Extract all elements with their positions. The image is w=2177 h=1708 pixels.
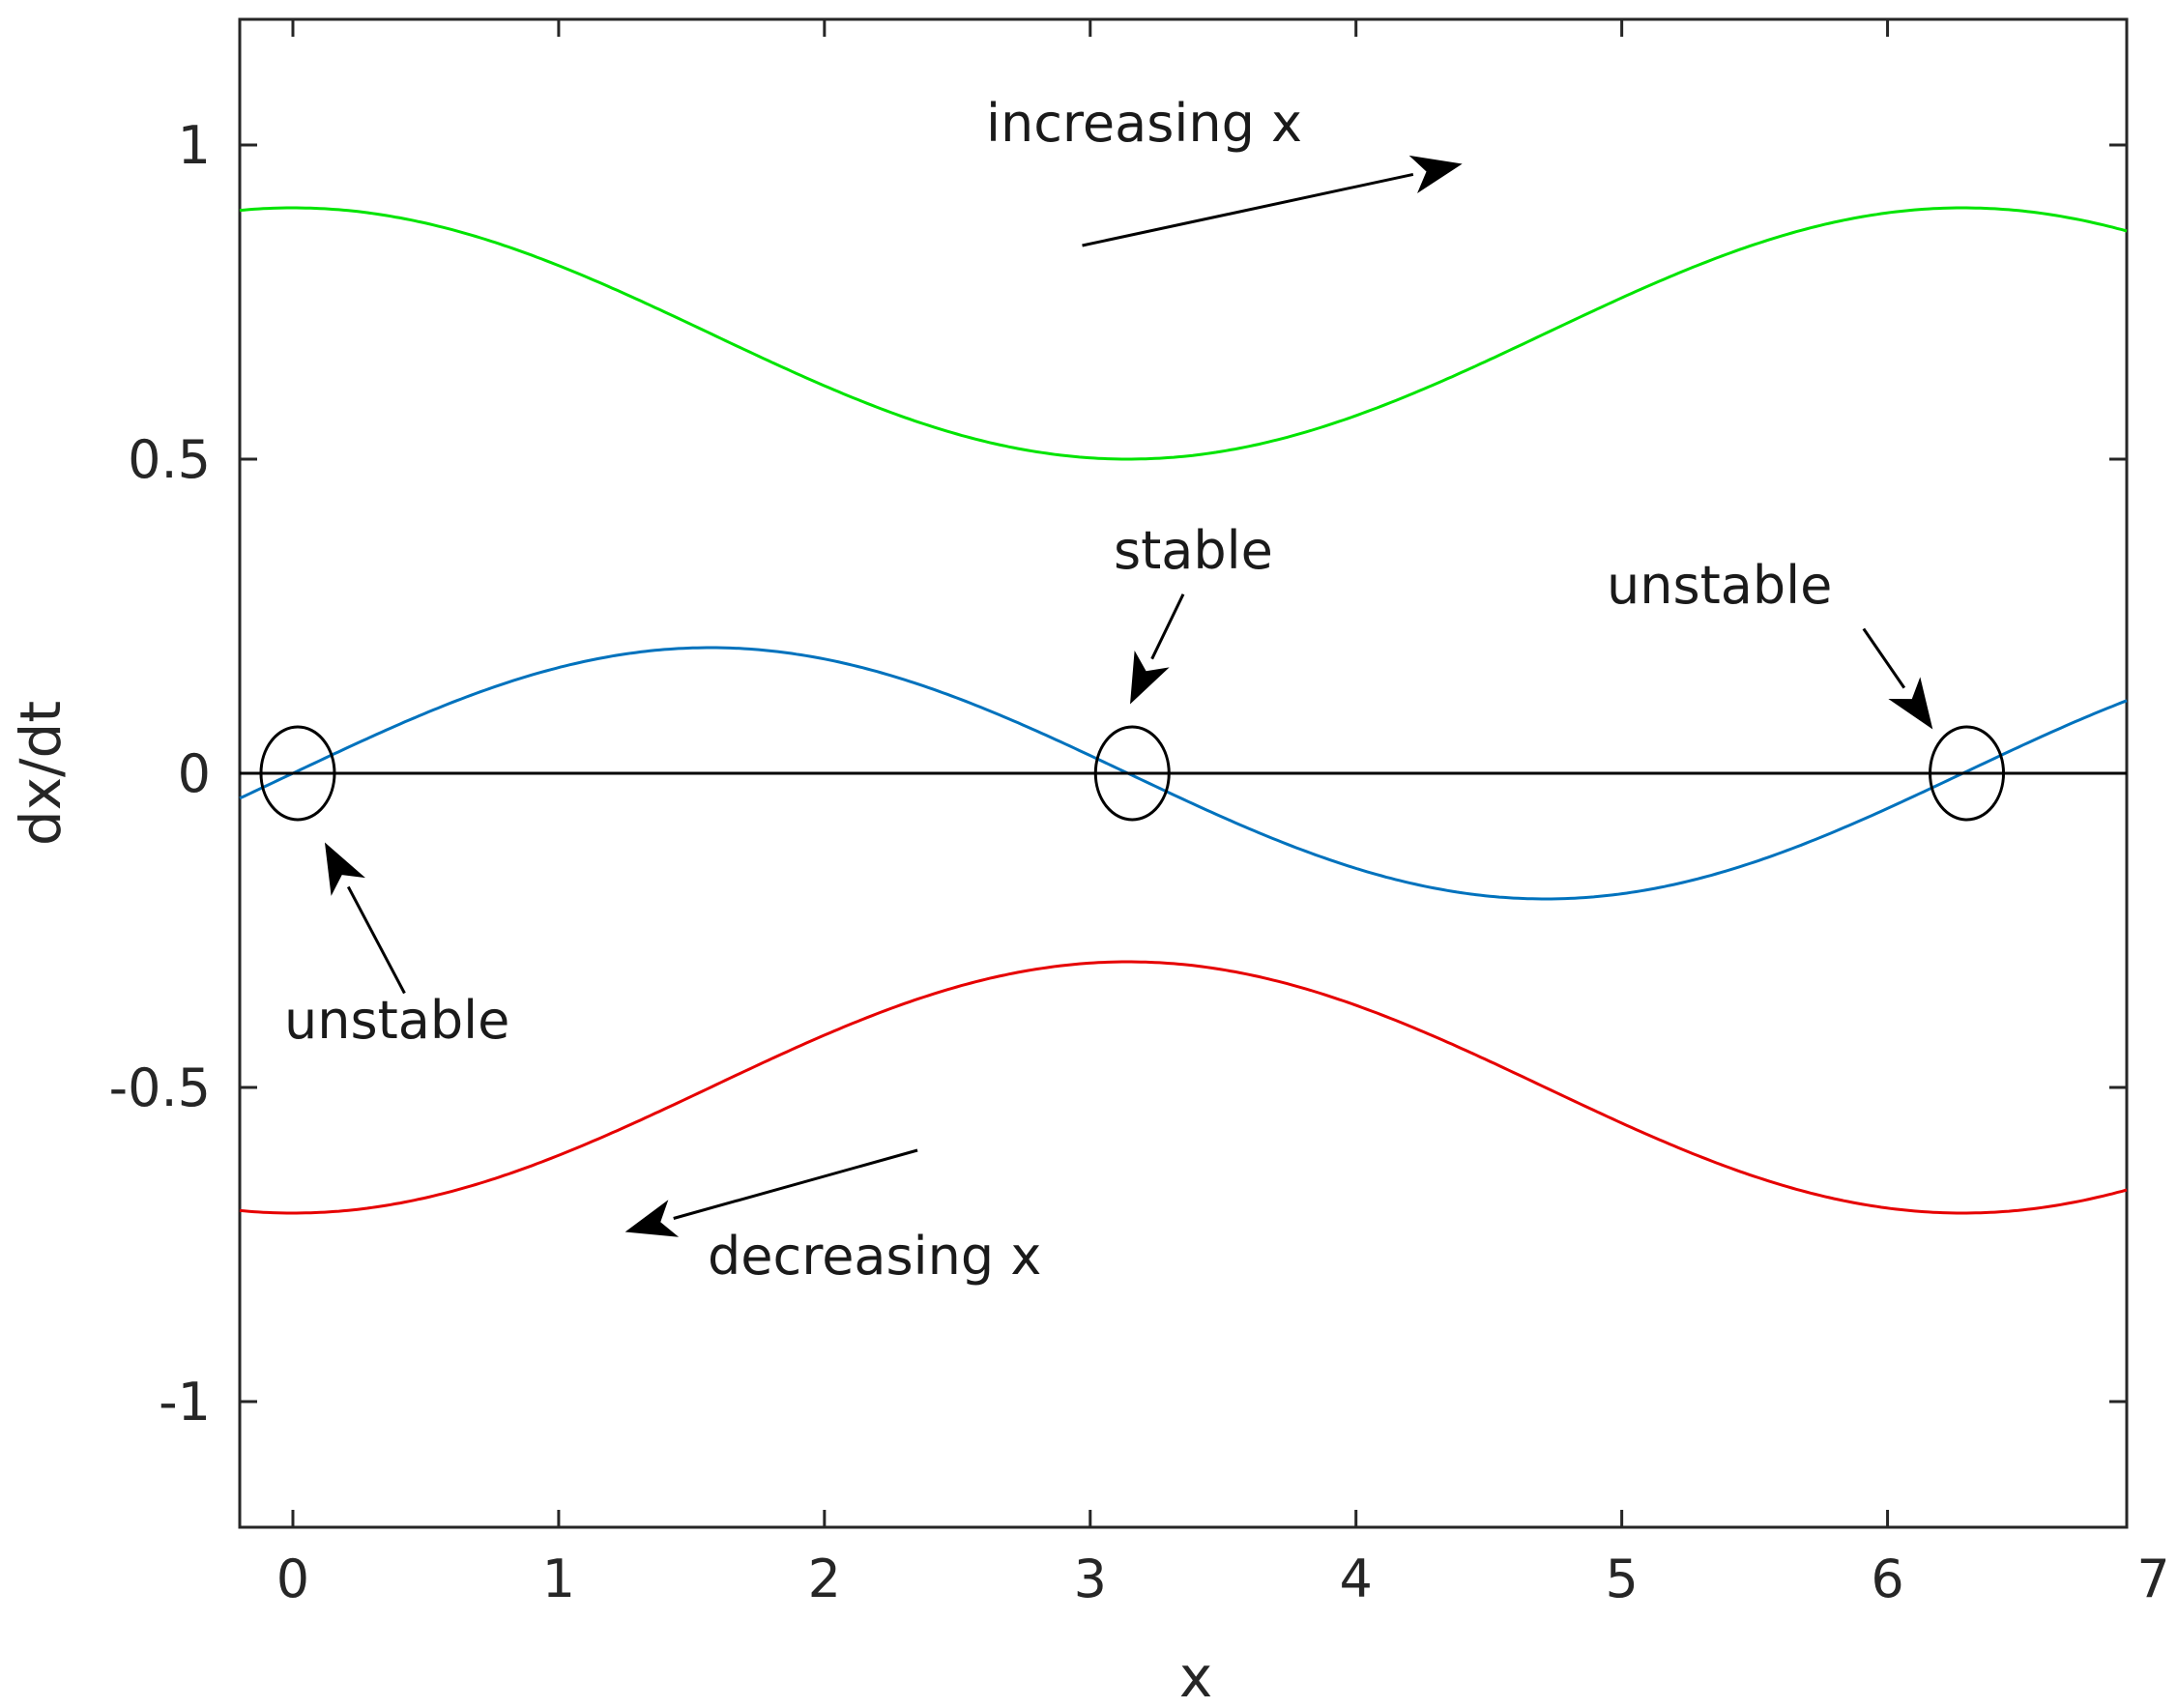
decreasing-arrow [624, 1148, 918, 1237]
decreasing-arrow-shaft [673, 1148, 918, 1220]
y-tick-label: -0.5 [109, 1057, 211, 1118]
x-tick-label: 5 [1605, 1549, 1638, 1609]
decreasing-arrow-head [624, 1200, 680, 1237]
x-tick-labels: 0 1 2 3 4 5 6 7 [276, 1549, 2170, 1609]
y-tick-labels: 1 0.5 0 -0.5 -1 [109, 115, 211, 1433]
series-lines [239, 206, 2128, 1215]
x-tick-label: 0 [276, 1549, 309, 1609]
equilibrium-circle-stable [1093, 725, 1171, 822]
x-tick-label: 3 [1074, 1549, 1107, 1609]
equilibrium-circle-unstable [259, 725, 336, 822]
unstable-right-arrow-shaft [1862, 627, 1906, 689]
x-tick-label: 1 [542, 1549, 575, 1609]
annotation-arrows [324, 155, 1933, 1237]
stable-arrow-shaft [1150, 593, 1185, 660]
x-tick-label: 2 [808, 1549, 841, 1609]
unstable-left-arrow [324, 842, 406, 995]
increasing-arrow-head [1408, 155, 1463, 193]
annotation-unstable-right: unstable [1607, 555, 1832, 616]
x-tick-label: 4 [1340, 1549, 1373, 1609]
unstable-right-arrow [1862, 627, 1933, 730]
x-axis-label: x [1179, 1644, 1212, 1708]
unstable-right-arrow-head [1888, 677, 1933, 730]
blue-series-line [239, 646, 2128, 901]
green-series-line [239, 206, 2128, 461]
red-series-line [239, 960, 2128, 1215]
y-tick-label: 1 [178, 115, 211, 176]
annotation-unstable-left: unstable [284, 990, 509, 1051]
unstable-left-arrow-head [324, 842, 365, 896]
stable-arrow-head [1130, 650, 1170, 705]
y-tick-label: 0.5 [128, 429, 211, 490]
annotation-stable: stable [1114, 520, 1273, 581]
y-axis-label: dx/dt [8, 701, 73, 846]
equilibrium-markers [259, 725, 2006, 822]
x-tick-label: 6 [1871, 1549, 1903, 1609]
increasing-arrow [1082, 155, 1463, 247]
stable-arrow [1130, 593, 1185, 705]
y-tick-label: 0 [178, 743, 211, 804]
unstable-left-arrow-shaft [346, 885, 406, 995]
increasing-arrow-shaft [1082, 172, 1414, 247]
y-tick-label: -1 [159, 1372, 211, 1433]
equilibrium-circle-unstable [1929, 725, 2006, 822]
x-tick-label: 7 [2136, 1549, 2169, 1609]
annotation-increasing-x: increasing x [986, 93, 1302, 154]
annotation-decreasing-x: decreasing x [708, 1226, 1041, 1287]
